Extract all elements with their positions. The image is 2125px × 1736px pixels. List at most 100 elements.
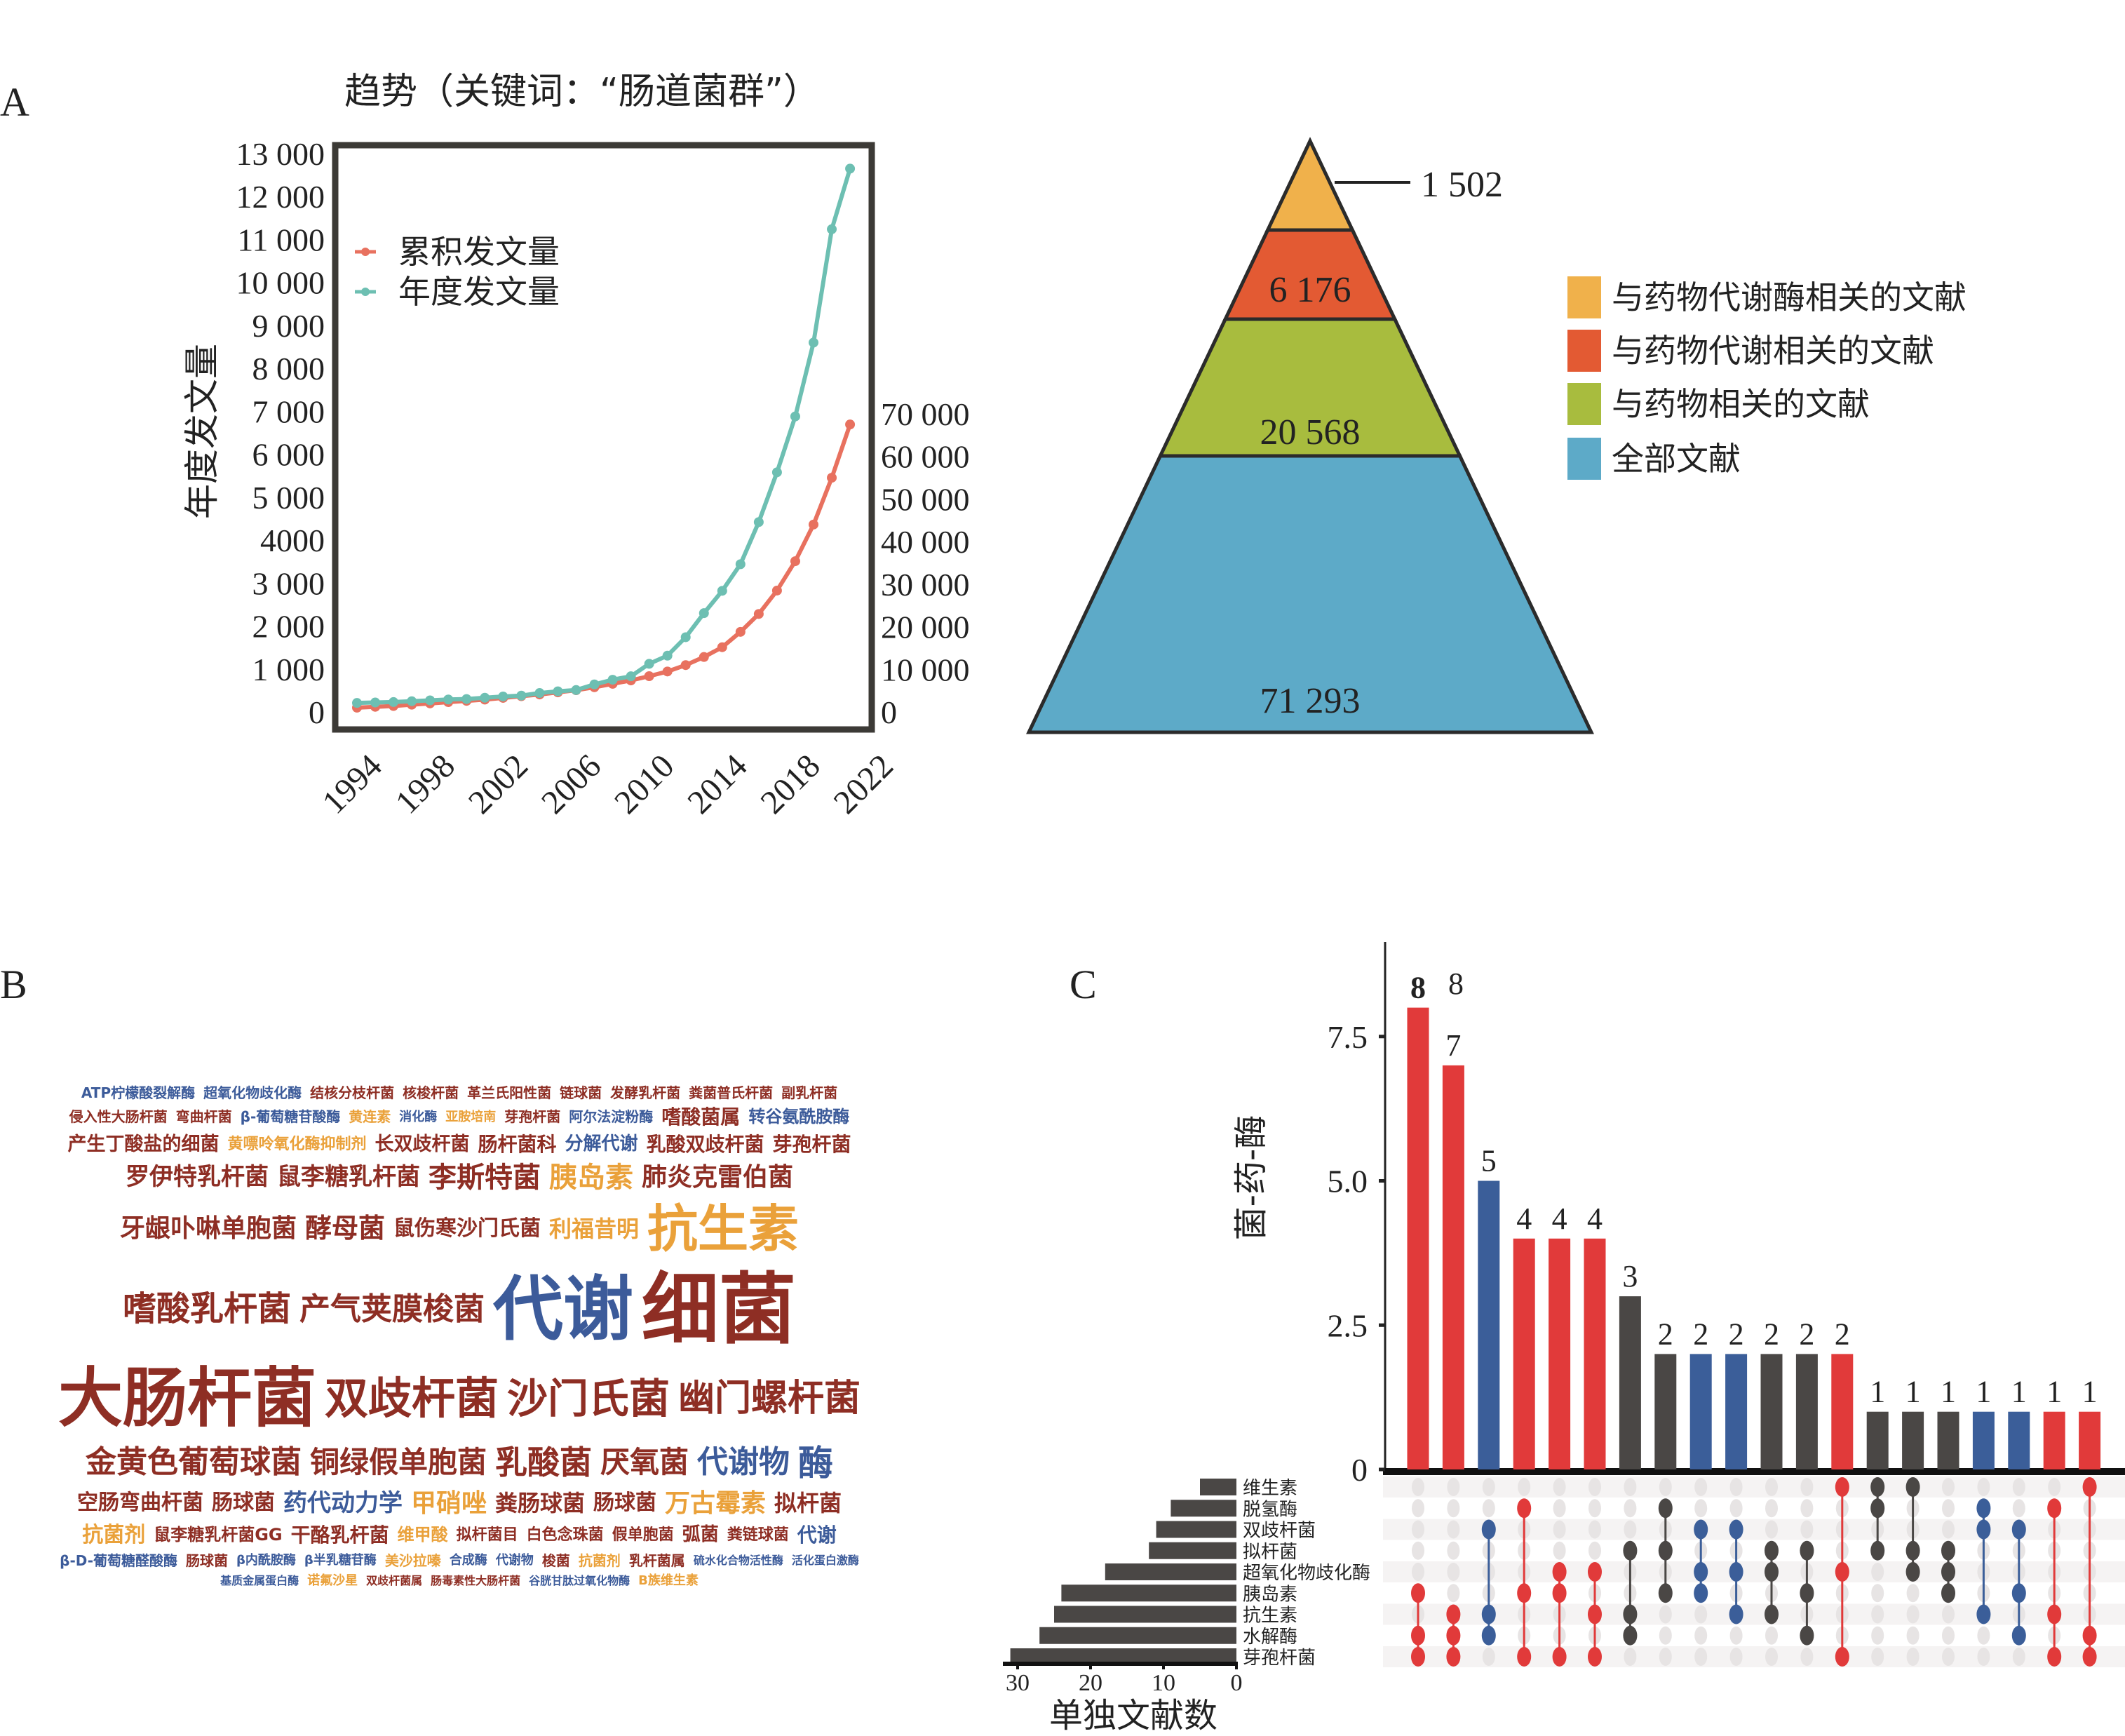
- matrix-dot-inactive: [1624, 1478, 1637, 1496]
- matrix-dot-active: [1658, 1540, 1673, 1561]
- matrix-dot-inactive: [1729, 1626, 1743, 1645]
- matrix-dot-inactive: [1871, 1648, 1884, 1666]
- intersection-bar: [1478, 1180, 1500, 1469]
- set-label: 拟杆菌: [1243, 1542, 1297, 1563]
- intersection-bar: [1407, 1007, 1429, 1469]
- data-point: [827, 473, 837, 483]
- matrix-dot-inactive: [2048, 1478, 2061, 1496]
- y-left-tick-label: 2 000: [252, 609, 325, 645]
- matrix-dot-inactive: [2012, 1499, 2025, 1518]
- panel-label-b: B: [0, 962, 27, 1007]
- word: 弧菌: [682, 1524, 719, 1546]
- word: 弯曲杆菌: [175, 1108, 232, 1126]
- set-size-bar: [1039, 1627, 1236, 1644]
- intersection-bar: [1902, 1411, 1924, 1469]
- legend-swatch-drug: [1567, 383, 1601, 425]
- word: 鼠李糖乳杆菌GG: [154, 1525, 283, 1545]
- word: 拟杆菌目: [456, 1526, 518, 1544]
- matrix-dot-inactive: [1694, 1499, 1708, 1518]
- matrix-dot-inactive: [1624, 1648, 1637, 1666]
- matrix-dot-inactive: [1588, 1478, 1601, 1496]
- data-point: [680, 660, 691, 671]
- matrix-dot-inactive: [1553, 1499, 1566, 1518]
- matrix-dot-inactive: [1588, 1499, 1601, 1518]
- data-point: [790, 411, 800, 422]
- intersection-bar-label: 1: [1976, 1375, 1991, 1409]
- set-size-bar: [1054, 1606, 1236, 1623]
- matrix-dot-active: [2011, 1519, 2026, 1540]
- matrix-dot-active: [1765, 1540, 1779, 1561]
- intersection-bar-label: 8: [1410, 971, 1426, 1005]
- word: B族维生素: [638, 1573, 699, 1588]
- matrix-dot-active: [1481, 1519, 1496, 1540]
- set-label: 胰岛素: [1243, 1584, 1297, 1605]
- matrix-dot-inactive: [2012, 1648, 2025, 1666]
- data-point: [498, 691, 508, 701]
- word: 酶: [798, 1442, 834, 1483]
- intersection-bar-label: 1: [2011, 1375, 2027, 1409]
- matrix-dot-active: [2082, 1647, 2097, 1667]
- word: 谷胱甘肽过氧化物酶: [529, 1573, 630, 1587]
- y-left-tick-label: 9 000: [252, 308, 325, 344]
- word: 鼠李糖乳杆菌: [276, 1163, 420, 1192]
- word: 粪链球菌: [727, 1526, 789, 1544]
- matrix-dot-inactive: [1871, 1584, 1884, 1603]
- matrix-dot-active: [2011, 1625, 2026, 1646]
- matrix-dot-inactive: [1871, 1605, 1884, 1624]
- intersection-bar-label: 1: [2082, 1375, 2098, 1409]
- word: 万古霉素: [665, 1488, 767, 1518]
- matrix-dot-inactive: [1906, 1584, 1920, 1603]
- y-right-tick-label: 20 000: [881, 610, 970, 645]
- y-left-tick-label: 12 000: [236, 179, 325, 215]
- set-size-tick-label: 10: [1152, 1670, 1175, 1696]
- matrix-dot-active: [1588, 1562, 1602, 1582]
- data-point: [389, 697, 399, 707]
- matrix-dot-inactive: [1729, 1648, 1743, 1666]
- intersection-bar-label: 2: [1799, 1317, 1814, 1351]
- matrix-dot-inactive: [1659, 1605, 1672, 1624]
- data-point: [425, 695, 436, 706]
- matrix-dot-inactive: [1800, 1520, 1814, 1539]
- matrix-dot-active: [1411, 1647, 1425, 1667]
- word: 李斯特菌: [428, 1161, 541, 1194]
- word: 亚胺培南: [445, 1109, 497, 1124]
- matrix-dot-inactive: [1942, 1478, 1955, 1496]
- matrix-dot-inactive: [1624, 1499, 1637, 1518]
- matrix-row-band: [1383, 1603, 2125, 1625]
- data-point: [771, 585, 782, 596]
- y-left-tick-label: 1 000: [252, 652, 325, 687]
- upset-y-axis-label: 菌-药-酶: [1232, 1115, 1271, 1241]
- matrix-dot-inactive: [1412, 1541, 1424, 1560]
- y-left-tick-label: 7 000: [252, 393, 325, 429]
- set-size-tick-label: 20: [1079, 1670, 1102, 1696]
- matrix-dot-active: [1623, 1625, 1638, 1646]
- data-point: [571, 685, 581, 695]
- word: β-D-葡萄糖醛酸酶: [60, 1552, 178, 1569]
- data-point: [699, 652, 709, 662]
- intersection-bar: [1549, 1238, 1571, 1469]
- data-point: [699, 608, 709, 619]
- intersection-bar-label: 2: [1764, 1317, 1779, 1351]
- pyramid-legend: 与药物代谢酶相关的文献 与药物代谢相关的文献 与药物相关的文献 全部文献: [1567, 276, 1967, 480]
- matrix-dot-active: [2011, 1583, 2026, 1603]
- data-point: [771, 467, 782, 478]
- line-chart-title: 趋势（关键词：“肠道菌群”）: [344, 71, 820, 113]
- set-label: 维生素: [1243, 1478, 1297, 1499]
- set-label: 抗生素: [1243, 1606, 1297, 1627]
- matrix-dot-inactive: [1482, 1478, 1495, 1496]
- intersection-bar-label: 2: [1729, 1317, 1744, 1351]
- word: 诺氟沙星: [307, 1573, 358, 1588]
- word: 乳杆菌属: [628, 1552, 685, 1569]
- matrix-dot-active: [1729, 1562, 1743, 1582]
- y-right-tick-label: 70 000: [881, 396, 970, 432]
- word: 金黄色葡萄球菌: [85, 1444, 302, 1481]
- set-size-tick-label: 0: [1231, 1670, 1243, 1696]
- panel-label-c: C: [1070, 962, 1097, 1007]
- intersection-bar: [2079, 1411, 2101, 1469]
- word: 肠球菌: [593, 1491, 656, 1516]
- set-size-bar: [1105, 1563, 1236, 1580]
- matrix-dot-inactive: [1447, 1499, 1460, 1518]
- matrix-row-band: [1383, 1646, 2125, 1667]
